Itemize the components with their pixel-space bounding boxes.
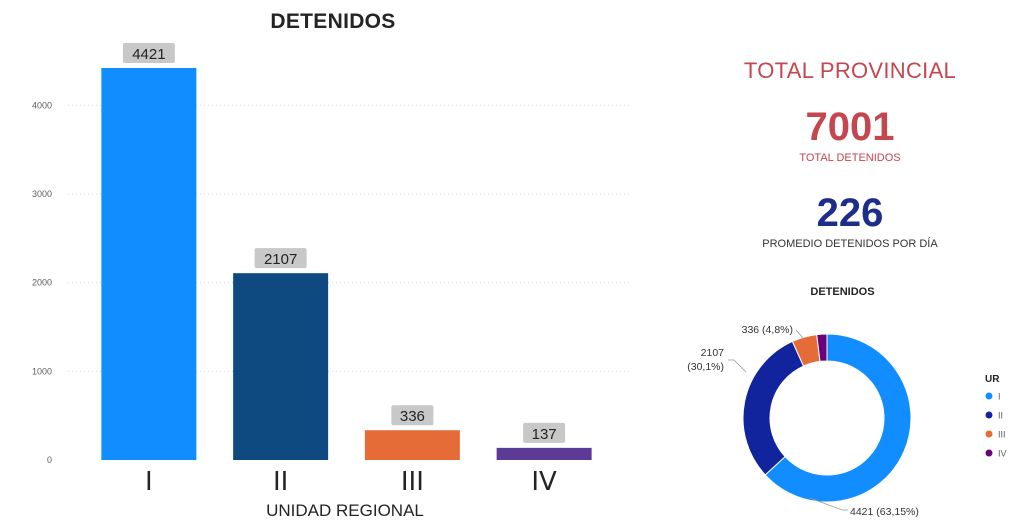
slice-label: (30,1%) [687, 361, 724, 373]
data-label: 137 [532, 426, 557, 443]
total-detenidos-label: TOTAL DETENIDOS [799, 152, 901, 164]
data-label-bg [523, 422, 566, 443]
kpi-heading: TOTAL PROVINCIAL [743, 58, 957, 83]
bar-II [233, 273, 329, 460]
promedio-label: PROMEDIO DETENIDOS POR DÍA [762, 238, 938, 250]
legend-marker-II [985, 411, 993, 419]
bar-III [364, 430, 460, 460]
x-tick-label: II [273, 467, 288, 497]
donut-title: DETENIDOS [810, 286, 875, 298]
leader-line [809, 497, 848, 511]
x-tick-label: III [401, 467, 424, 497]
slice-II [742, 340, 805, 476]
y-tick-label: 3000 [32, 189, 52, 199]
data-label-bg [254, 248, 307, 269]
slice-I [764, 333, 912, 503]
data-label: 336 [400, 408, 425, 425]
leader-line [728, 359, 747, 373]
legend-label: I [998, 392, 1001, 402]
y-tick-label: 1000 [32, 366, 52, 376]
y-tick-label: 4000 [32, 100, 52, 110]
legend-marker-I [985, 392, 993, 400]
x-tick-label: I [145, 467, 153, 497]
legend-label: IV [998, 449, 1007, 459]
y-tick-label: 0 [47, 455, 52, 465]
slice-IV [816, 333, 828, 362]
slice-label: 336 (4,8%) [742, 324, 793, 336]
legend-title: UR [985, 374, 1000, 385]
promedio-value: 226 [816, 191, 884, 235]
bar-I [101, 68, 197, 460]
bar-chart: 0 1000 2000 3000 4000 4421 I 2107 II 336 III 137 IV U… [32, 43, 630, 520]
bar-IV [496, 447, 592, 460]
slice-label: 4421 (63,15%) [850, 506, 919, 518]
slice-label: 2107 [701, 347, 725, 359]
data-label: 2107 [264, 251, 297, 268]
x-axis-title: UNIDAD REGIONAL [266, 501, 424, 520]
data-label-bg [391, 405, 434, 426]
x-tick-label: IV [531, 467, 557, 497]
legend-marker-III [985, 430, 993, 438]
total-detenidos-value: 7001 [805, 105, 895, 149]
legend-label: III [998, 430, 1006, 440]
donut-chart: 4421 (63,15%)2107(30,1%)336 (4,8%)URIIII… [687, 324, 1007, 518]
data-label: 4421 [132, 46, 165, 63]
legend-marker-IV [985, 449, 993, 457]
bar-chart-title: DETENIDOS [270, 10, 396, 33]
legend-label: II [998, 411, 1003, 421]
leader-line [795, 329, 804, 339]
data-label-bg [122, 43, 175, 64]
y-tick-label: 2000 [32, 278, 52, 288]
